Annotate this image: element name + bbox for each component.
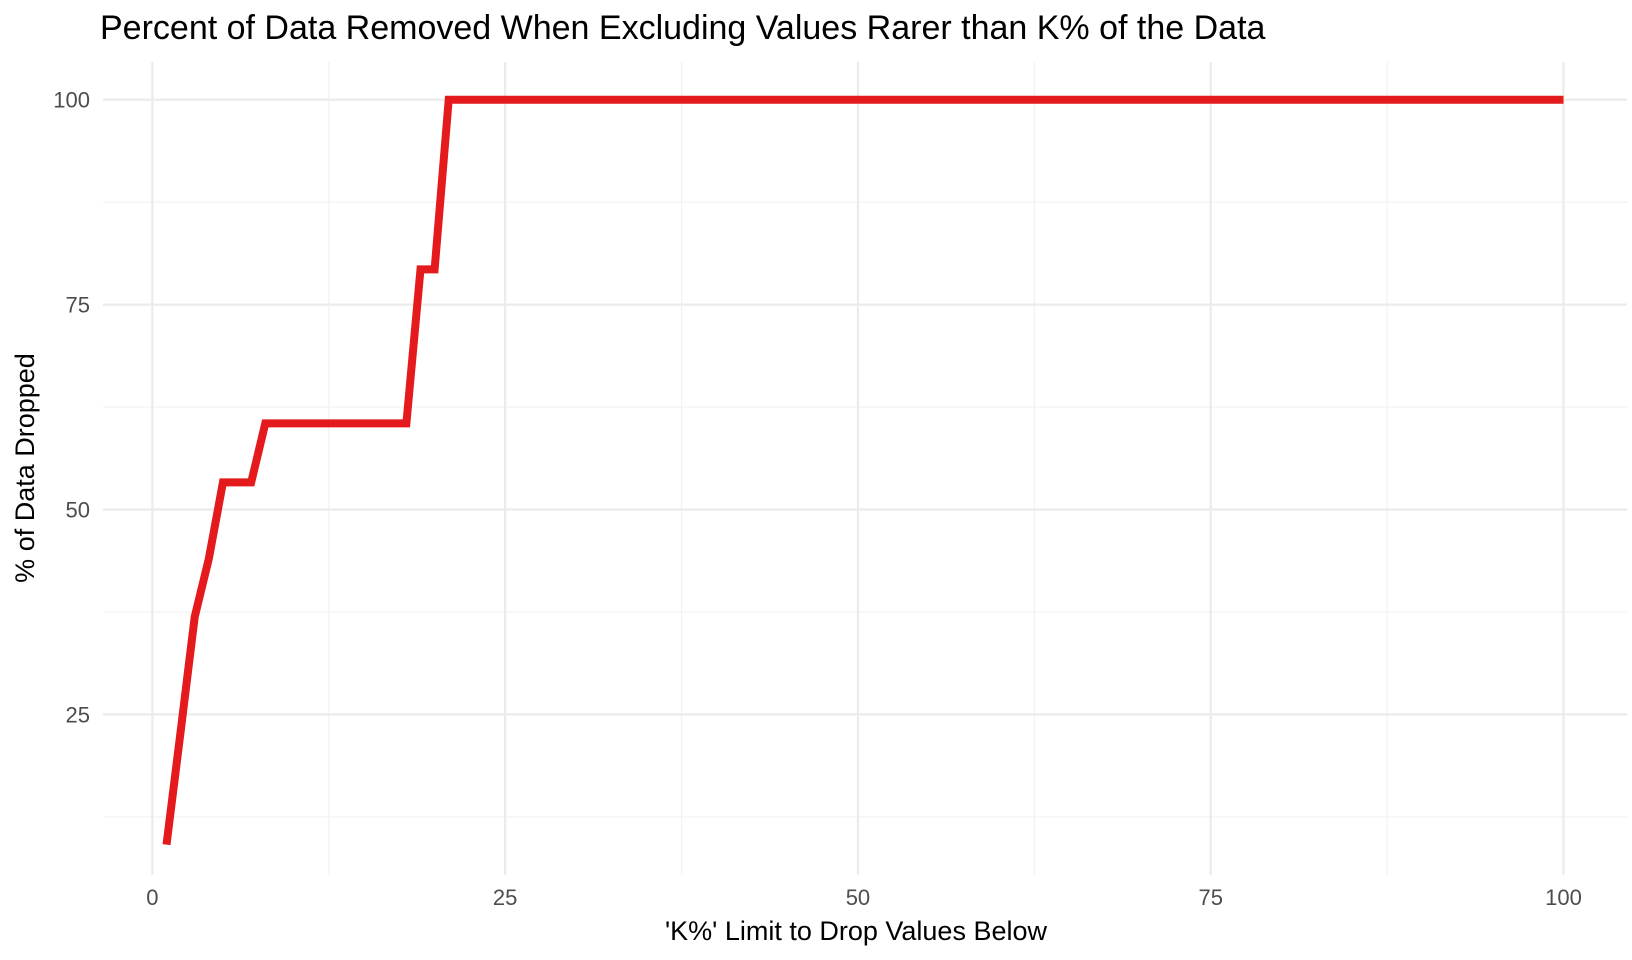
x-tick-label: 25 <box>493 885 517 910</box>
grid-layer <box>103 62 1627 875</box>
y-tick-label: 50 <box>66 497 90 522</box>
x-tick-labels: 0 25 50 75 100 <box>146 885 1582 910</box>
x-tick-label: 75 <box>1198 885 1222 910</box>
y-tick-label: 75 <box>66 293 90 318</box>
x-tick-label: 0 <box>146 885 158 910</box>
x-axis-label: 'K%' Limit to Drop Values Below <box>665 916 1047 946</box>
y-axis-label: % of Data Dropped <box>10 353 40 583</box>
y-tick-label: 25 <box>66 702 90 727</box>
series-layer <box>162 95 1564 846</box>
series-line <box>162 95 1564 846</box>
y-tick-label: 100 <box>53 88 90 113</box>
chart-title: Percent of Data Removed When Excluding V… <box>100 9 1266 47</box>
x-tick-label: 50 <box>846 885 870 910</box>
y-tick-labels: 25 50 75 100 <box>53 88 90 728</box>
x-tick-label: 100 <box>1545 885 1582 910</box>
